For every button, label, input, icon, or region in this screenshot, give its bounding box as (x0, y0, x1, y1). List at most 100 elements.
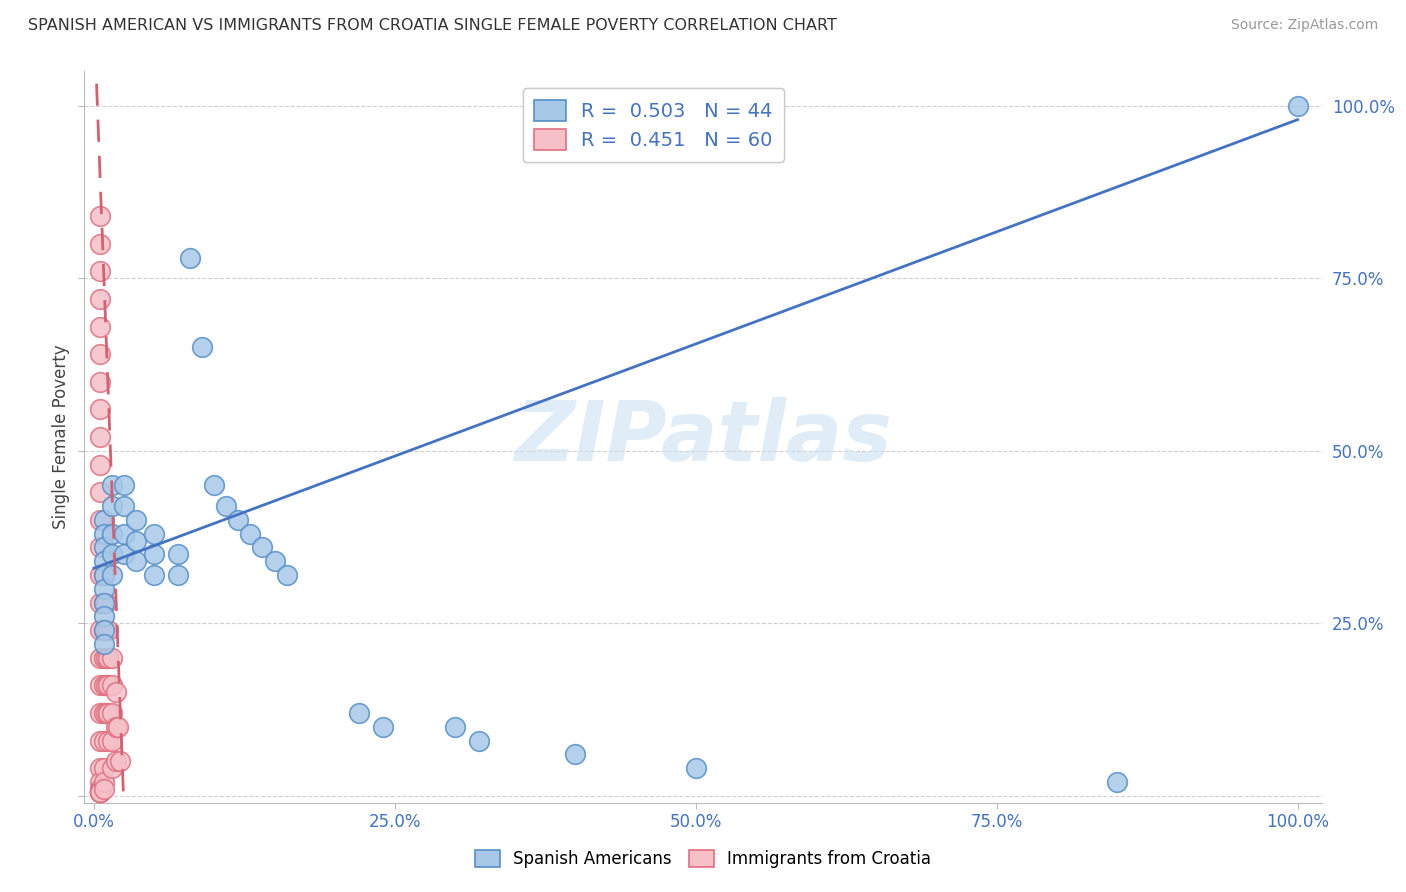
Point (97, 733, 120, 747)
Point (347, 706, 370, 720)
Point (101, 651, 124, 665)
Point (101, 478, 124, 492)
Text: Source: ZipAtlas.com: Source: ZipAtlas.com (1230, 18, 1378, 32)
Point (89, 775, 111, 789)
Point (93, 596, 115, 610)
Point (93, 568, 115, 582)
Point (371, 720, 394, 734)
Point (94, 624, 117, 638)
Point (94, 678, 117, 692)
Y-axis label: Single Female Poverty: Single Female Poverty (52, 345, 70, 529)
Point (93, 624, 115, 638)
Point (97, 706, 120, 720)
Point (93, 526, 115, 541)
Point (89, 513, 111, 527)
Point (89, 485, 111, 500)
Point (97, 651, 120, 665)
Point (89, 785, 111, 799)
Point (101, 706, 124, 720)
Point (94, 596, 117, 610)
Point (468, 733, 491, 747)
Point (89, 430, 111, 444)
Point (89, 264, 111, 278)
Point (89, 458, 111, 472)
Point (112, 478, 135, 492)
Point (89, 678, 111, 692)
Point (93, 637, 115, 651)
Point (89, 785, 111, 799)
Point (89, 596, 111, 610)
Point (276, 568, 298, 582)
Point (143, 568, 166, 582)
Point (89, 785, 111, 799)
Point (125, 513, 148, 527)
Point (89, 785, 111, 799)
Text: ZIPatlas: ZIPatlas (515, 397, 891, 477)
Point (1105, 775, 1128, 789)
Point (239, 526, 262, 541)
Point (101, 761, 124, 775)
Point (202, 478, 225, 492)
Point (93, 761, 115, 775)
Point (93, 733, 115, 747)
Text: SPANISH AMERICAN VS IMMIGRANTS FROM CROATIA SINGLE FEMALE POVERTY CORRELATION CH: SPANISH AMERICAN VS IMMIGRANTS FROM CROA… (28, 18, 837, 33)
Point (167, 548, 190, 562)
Point (93, 568, 115, 582)
Point (93, 609, 115, 624)
Point (112, 499, 135, 513)
Point (112, 548, 135, 562)
Point (110, 755, 132, 769)
Point (89, 292, 111, 306)
Point (89, 402, 111, 417)
Point (564, 747, 586, 762)
Point (89, 568, 111, 582)
Point (93, 775, 115, 789)
Point (93, 651, 115, 665)
Point (89, 541, 111, 555)
Point (89, 651, 111, 665)
Point (89, 209, 111, 223)
Legend: R =  0.503   N = 44, R =  0.451   N = 60: R = 0.503 N = 44, R = 0.451 N = 60 (523, 88, 785, 161)
Point (685, 761, 707, 775)
Point (125, 533, 148, 548)
Point (93, 541, 115, 555)
Point (93, 513, 115, 527)
Point (104, 685, 127, 699)
Point (93, 554, 115, 568)
Point (93, 782, 115, 797)
Point (101, 499, 124, 513)
Point (107, 720, 129, 734)
Point (89, 782, 111, 797)
Legend: Spanish Americans, Immigrants from Croatia: Spanish Americans, Immigrants from Croat… (468, 843, 938, 875)
Point (93, 596, 115, 610)
Point (1286, 99, 1309, 113)
Point (97, 624, 120, 638)
Point (93, 678, 115, 692)
Point (101, 548, 124, 562)
Point (143, 526, 166, 541)
Point (89, 761, 111, 775)
Point (112, 526, 135, 541)
Point (101, 568, 124, 582)
Point (89, 785, 111, 799)
Point (444, 720, 467, 734)
Point (97, 678, 120, 692)
Point (89, 236, 111, 251)
Point (101, 733, 124, 747)
Point (89, 785, 111, 799)
Point (143, 548, 166, 562)
Point (228, 513, 250, 527)
Point (215, 499, 238, 513)
Point (125, 554, 148, 568)
Point (94, 651, 117, 665)
Point (263, 554, 285, 568)
Point (89, 785, 111, 799)
Point (89, 375, 111, 389)
Point (89, 706, 111, 720)
Point (179, 251, 201, 265)
Point (89, 733, 111, 747)
Point (89, 319, 111, 334)
Point (89, 624, 111, 638)
Point (89, 347, 111, 361)
Point (252, 541, 274, 555)
